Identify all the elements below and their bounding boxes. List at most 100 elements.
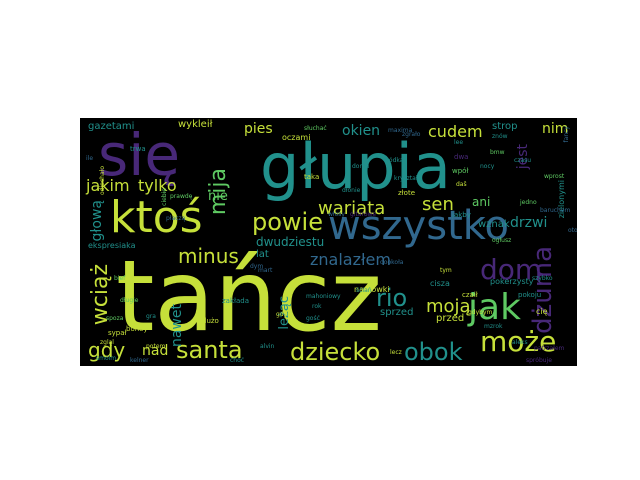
wordcloud-word: znów <box>492 133 508 140</box>
wordcloud-word: wznak <box>478 219 510 230</box>
wordcloud-word: jakim <box>86 176 130 195</box>
wordcloud-word: przed <box>436 313 465 324</box>
wordcloud-word: prawdę <box>170 193 193 200</box>
wordcloud-word: gdy <box>88 338 126 362</box>
wordcloud-word: nocy <box>480 163 495 170</box>
wordcloud-word: lee <box>454 139 464 146</box>
wordcloud-word: sypał <box>108 329 127 337</box>
wordcloud-word: czaił <box>462 291 478 299</box>
wordcloud-word: aleks <box>512 339 528 346</box>
wordcloud-word: lat <box>256 249 269 260</box>
wordcloud-word: jedno <box>520 199 537 206</box>
wordcloud-word: pokerzysty <box>490 277 534 286</box>
wordcloud-word: dym <box>250 263 264 270</box>
wordcloud-word: kelner <box>130 357 149 364</box>
wordcloud-word: mzrok <box>484 323 503 330</box>
wordcloud-word: baruchem <box>540 207 571 214</box>
wordcloud-word: gazetami <box>88 121 135 132</box>
wordcloud-word: nad <box>142 343 169 359</box>
wordcloud-word: potem <box>146 343 166 350</box>
wordcloud-word: nim <box>542 121 569 137</box>
wordcloud-word: okien <box>342 123 381 139</box>
wordcloud-word: nawet <box>169 304 185 348</box>
wordcloud-word: ekspresiaka <box>88 241 136 250</box>
wordcloud-word: jakby <box>452 211 471 219</box>
wordcloud-word: boney <box>126 325 148 333</box>
wordcloud-word: ktoś <box>110 192 203 243</box>
wordcloud-word: lecz <box>390 349 402 356</box>
wordcloud-word: taka <box>304 173 320 181</box>
wordcloud-word: długie <box>120 297 139 304</box>
wordcloud-word: wykleił <box>178 119 213 130</box>
wordcloud-word: fancy <box>563 126 570 143</box>
wordcloud-word: znalazłem <box>310 250 391 269</box>
wordcloud-word: głową <box>89 200 105 242</box>
wordcloud-word: rok <box>312 303 322 310</box>
wordcloud-word: mart <box>258 267 273 274</box>
wordcloud-word: odjechało <box>99 166 106 195</box>
wordcloud-word: cisza <box>430 279 450 288</box>
wordcloud-word: włosy <box>328 211 345 218</box>
wordcloud-word: oczami <box>282 133 311 142</box>
wordcloud-word: cię <box>536 307 548 316</box>
wordcloud-word: pokoju <box>518 291 542 299</box>
wordcloud-word: patrzałem <box>534 345 565 352</box>
wordcloud-word: zgląl <box>100 339 114 346</box>
wordcloud-word: ile <box>86 155 94 162</box>
wordcloud-word: wprost <box>544 173 565 180</box>
wordcloud-word: słuchać <box>304 125 327 132</box>
wordcloud-word: cudem <box>428 122 483 141</box>
wordcloud-word: tym <box>440 267 452 274</box>
wordcloud-word: dwa <box>454 153 469 161</box>
wordcloud-word: dom <box>480 253 543 286</box>
wordcloud-canvas: tańcz głupia się wszystko ktoś jak dom dżuma moż… <box>80 118 577 366</box>
wordcloud-word: dookoła <box>380 259 404 266</box>
wordcloud-word: maxima <box>388 127 413 134</box>
wordcloud-word: tylko <box>138 176 177 195</box>
wordcloud-word: ściań <box>356 287 372 294</box>
wordcloud-word: ani <box>472 195 491 209</box>
wordcloud-word: zgrało <box>402 131 421 138</box>
wordcloud-word: złote <box>398 189 415 197</box>
wordcloud-word: dużo <box>202 317 219 325</box>
wordcloud-word: szybko <box>532 275 553 282</box>
wordcloud-word: dwudziestu <box>256 235 325 249</box>
wordcloud-word: tańcz <box>116 240 382 354</box>
wordcloud-word: jak <box>468 287 521 328</box>
wordcloud-word: wariata <box>318 198 386 219</box>
wordcloud-word: dżuma <box>528 246 558 334</box>
wordcloud-word: gdyni <box>276 311 293 318</box>
wordcloud-word: zakłada <box>222 297 250 305</box>
wordcloud-word: spoza <box>106 315 124 322</box>
wordcloud-word: płaczą <box>166 215 186 222</box>
wordcloud-word: nie <box>208 189 228 204</box>
wordcloud-word: dłonie <box>342 187 361 194</box>
wordcloud-word: domu <box>352 163 370 170</box>
wordcloud-word: ciebie <box>161 188 168 206</box>
wordcloud-word: obok <box>404 338 463 366</box>
wordcloud-word: wszystko <box>328 203 509 249</box>
wordcloud-word: alvin <box>260 343 275 350</box>
wordcloud-word: wódka <box>384 157 404 164</box>
wordcloud-word: moją <box>426 296 471 317</box>
wordcloud-word: sen <box>422 194 454 215</box>
wordcloud-word: minus <box>178 244 239 268</box>
wordcloud-word: gdybym <box>468 309 493 316</box>
wordcloud-word: bmw <box>490 149 505 156</box>
wordcloud-word: bief <box>114 275 126 282</box>
wordcloud-word: choć <box>230 357 245 364</box>
wordcloud-word: rio <box>376 284 408 312</box>
wordcloud-word: sprzed <box>380 307 414 318</box>
wordcloud-word: dziecko <box>290 338 381 366</box>
wordcloud-word: oto <box>568 227 577 234</box>
wordcloud-word: spróbuje <box>526 357 552 364</box>
wordcloud-word: głupia <box>260 130 451 203</box>
wordcloud-word: gość <box>306 315 320 322</box>
wordcloud-word: gitarowe <box>350 211 377 218</box>
wordcloud-word: ogłusz <box>492 237 512 244</box>
wordcloud-word: pies <box>244 121 273 137</box>
wordcloud-word: może <box>480 325 557 358</box>
wordcloud-word: trwa <box>130 145 146 153</box>
wordcloud-word: czasu <box>514 157 532 164</box>
wordcloud-word: strop <box>492 121 518 132</box>
